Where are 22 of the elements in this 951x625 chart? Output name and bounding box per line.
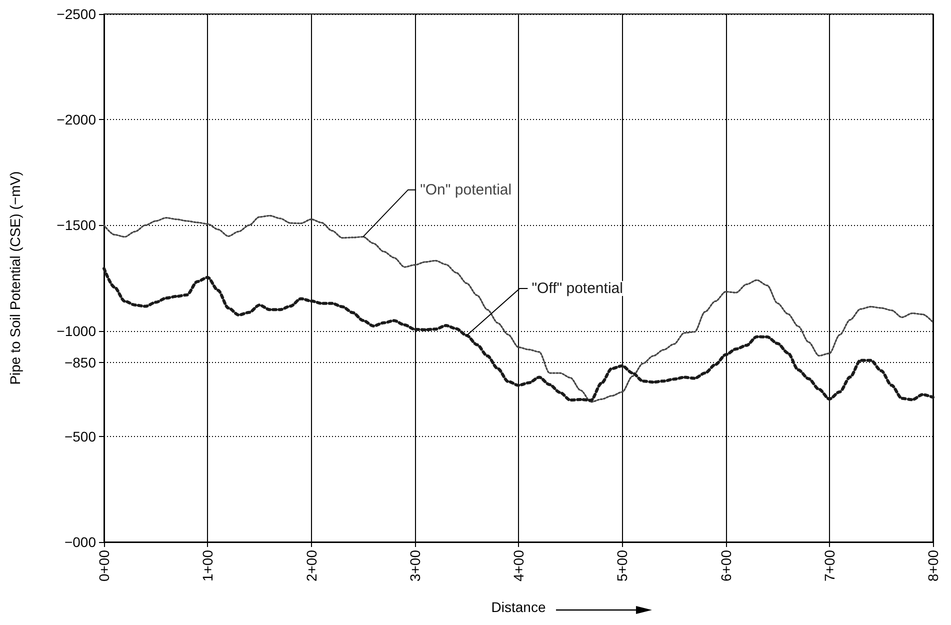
line-series xyxy=(103,214,934,403)
y-tick-label: −500 xyxy=(64,428,96,444)
x-tick-label: 6+00 xyxy=(718,550,734,582)
y-tick-label: −1500 xyxy=(56,217,96,234)
x-tick-label: 1+00 xyxy=(200,550,216,582)
x-tick-label: 3+00 xyxy=(406,550,423,582)
x-tick-label: 5+00 xyxy=(614,550,630,582)
text: "Off" potential xyxy=(532,280,623,297)
text: "On" potential xyxy=(420,181,512,198)
y-tick-label: −2000 xyxy=(56,112,96,128)
line-series xyxy=(102,266,934,402)
x-tick-label: 8+00 xyxy=(925,550,941,582)
x-axis-title: Distance xyxy=(491,599,546,615)
y-tick-label: −2500 xyxy=(56,6,96,22)
x-tick-label: 2+00 xyxy=(303,550,320,582)
y-tick-label: −850 xyxy=(64,354,96,370)
y-tick-label: −000 xyxy=(64,534,96,550)
x-tick-label: 4+00 xyxy=(510,550,526,582)
x-tick-label: 0+00 xyxy=(96,550,112,582)
y-axis-title: Pipe to Soil Potential (CSE) (−mV) xyxy=(7,171,23,385)
y-tick-label: −1000 xyxy=(56,322,96,339)
x-tick-label: 7+00 xyxy=(821,550,838,582)
